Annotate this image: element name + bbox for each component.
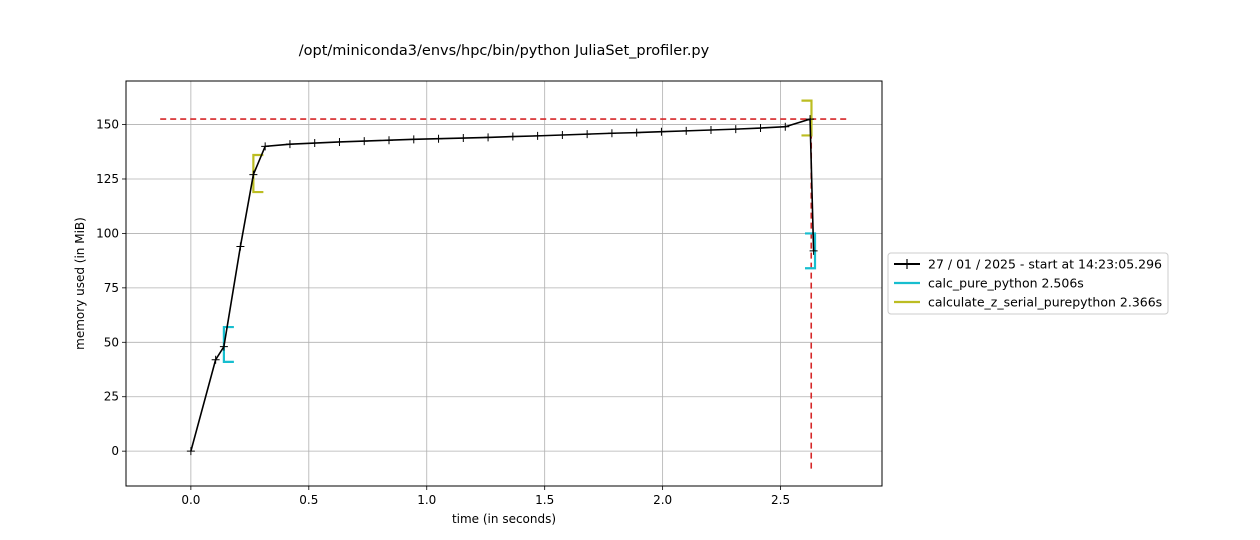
memory-point-marker — [385, 136, 394, 145]
x-tick-label: 1.0 — [417, 493, 436, 507]
memory-point-marker — [508, 132, 517, 141]
memory-point-marker — [657, 127, 666, 136]
memory-point-marker — [360, 137, 369, 146]
x-axis-label: time (in seconds) — [452, 512, 556, 526]
grid-lines — [126, 81, 882, 486]
series-lines — [186, 115, 818, 456]
legend-label-calc-pure-python: calc_pure_python 2.506s — [928, 276, 1084, 291]
legend-box — [887, 252, 1169, 315]
legend-marker-plus — [902, 259, 912, 269]
memory-point-marker — [219, 342, 228, 351]
memory-point-marker — [310, 139, 319, 148]
memory-point-marker — [583, 130, 592, 139]
memory-point-marker — [632, 128, 641, 137]
function-brackets — [222, 99, 817, 363]
y-tick-label: 100 — [96, 226, 119, 240]
axis-ticks: 0.0 0.5 1.0 1.5 2.0 2.5 0 25 50 75 100 125 150 — [96, 118, 790, 507]
memory-point-marker — [607, 129, 616, 138]
plot-frame — [125, 80, 883, 487]
function-end-bracket — [801, 99, 813, 137]
memory-point-marker — [484, 133, 493, 142]
function-start-bracket — [222, 325, 234, 363]
x-tick-label: 0.5 — [299, 493, 318, 507]
memory-point-marker — [409, 135, 418, 144]
y-tick-label: 25 — [104, 390, 119, 404]
memory-point-marker — [186, 447, 195, 456]
x-tick-label: 0.0 — [181, 493, 200, 507]
max-guides — [160, 118, 847, 469]
y-axis-label: memory used (in MiB) — [73, 217, 87, 350]
memory-point-marker — [335, 137, 344, 146]
x-tick-label: 1.5 — [535, 493, 554, 507]
x-tick-label: 2.5 — [771, 493, 790, 507]
memory-point-marker — [249, 170, 258, 179]
memory-point-marker — [459, 134, 468, 143]
memory-point-marker — [706, 125, 715, 134]
y-tick-label: 125 — [96, 172, 119, 186]
memory-series-line — [190, 118, 815, 452]
memory-point-marker — [533, 131, 542, 140]
y-tick-label: 75 — [104, 281, 119, 295]
memory-point-marker — [434, 134, 443, 143]
y-tick-label: 0 — [111, 444, 119, 458]
x-tick-label: 2.0 — [653, 493, 672, 507]
memory-point-marker — [558, 131, 567, 139]
y-tick-label: 50 — [104, 335, 119, 349]
memory-point-marker — [731, 125, 740, 134]
chart-title: /opt/miniconda3/envs/hpc/bin/python Juli… — [299, 43, 710, 59]
memory-point-marker — [285, 140, 294, 149]
legend: 27 / 01 / 2025 - start at 14:23:05.296 c… — [887, 252, 1169, 315]
memory-point-marker — [261, 142, 270, 151]
memory-point-marker — [682, 126, 691, 135]
memory-point-marker — [756, 124, 765, 133]
y-tick-label: 150 — [96, 118, 119, 132]
legend-label-calculate-z: calculate_z_serial_purepython 2.366s — [928, 295, 1162, 310]
memory-point-marker — [236, 242, 245, 251]
memory-point-marker — [781, 122, 790, 131]
memory-point-marker — [809, 246, 818, 255]
legend-label-memory: 27 / 01 / 2025 - start at 14:23:05.296 — [928, 257, 1162, 272]
memory-point-marker — [211, 355, 220, 364]
memory-point-marker — [806, 115, 815, 124]
